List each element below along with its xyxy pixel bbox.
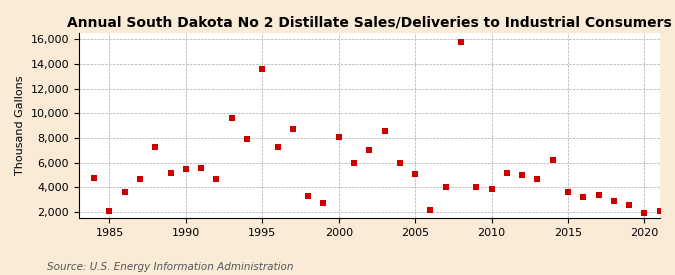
Y-axis label: Thousand Gallons: Thousand Gallons xyxy=(15,76,25,175)
Point xyxy=(318,201,329,206)
Point xyxy=(257,67,268,71)
Point xyxy=(502,170,512,175)
Point xyxy=(440,185,451,189)
Point xyxy=(608,199,619,203)
Point xyxy=(471,185,482,189)
Text: Source: U.S. Energy Information Administration: Source: U.S. Energy Information Administ… xyxy=(47,262,294,272)
Point xyxy=(89,175,100,180)
Point xyxy=(516,173,527,177)
Point xyxy=(348,161,359,165)
Point xyxy=(379,128,390,133)
Point xyxy=(119,190,130,194)
Point xyxy=(410,172,421,176)
Point xyxy=(333,134,344,139)
Point xyxy=(394,161,405,165)
Point xyxy=(134,177,145,181)
Title: Annual South Dakota No 2 Distillate Sales/Deliveries to Industrial Consumers: Annual South Dakota No 2 Distillate Sale… xyxy=(67,15,672,29)
Point xyxy=(654,209,665,213)
Point xyxy=(562,190,573,194)
Point xyxy=(547,158,558,163)
Point xyxy=(486,186,497,191)
Point xyxy=(211,177,222,181)
Point xyxy=(532,177,543,181)
Point xyxy=(288,127,298,131)
Point xyxy=(364,148,375,153)
Point xyxy=(104,209,115,213)
Point xyxy=(456,39,466,44)
Point xyxy=(578,195,589,199)
Point xyxy=(639,211,650,216)
Point xyxy=(303,194,314,198)
Point xyxy=(272,144,283,149)
Point xyxy=(165,170,176,175)
Point xyxy=(624,202,634,207)
Point xyxy=(180,167,191,171)
Point xyxy=(242,137,252,141)
Point xyxy=(593,192,604,197)
Point xyxy=(196,166,207,170)
Point xyxy=(226,116,237,120)
Point xyxy=(150,144,161,149)
Point xyxy=(425,207,436,212)
